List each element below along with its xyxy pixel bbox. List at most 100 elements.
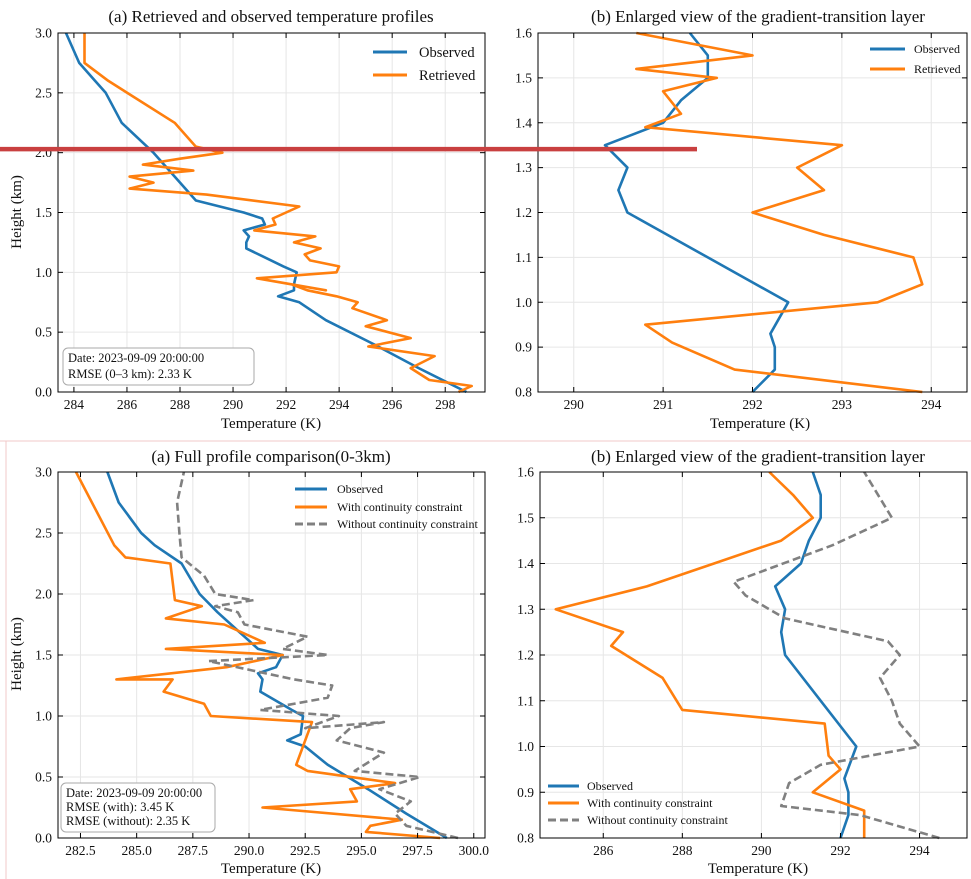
x-tick-label: 293: [832, 397, 853, 412]
legend-label-observed: Observed: [587, 779, 633, 793]
panel-title: (a) Retrieved and observed temperature p…: [108, 7, 433, 26]
y-tick-label: 1.2: [517, 648, 534, 663]
x-tick-label: 296: [382, 397, 403, 412]
x-axis-label: Temperature (K): [708, 861, 808, 877]
y-tick-label: 1.5: [35, 205, 52, 220]
info-box-frame: [60, 782, 216, 833]
x-tick-label: 286: [593, 843, 614, 858]
panel-title: (b) Enlarged view of the gradient-transi…: [591, 447, 925, 466]
x-tick-label: 292.5: [290, 843, 321, 858]
x-tick-label: 287.5: [178, 843, 209, 858]
y-tick-label: 2.5: [35, 85, 52, 100]
y-tick-label: 1.5: [517, 510, 534, 525]
info-rmse-with: RMSE (with): 3.45 K: [66, 800, 174, 814]
x-tick-label: 288: [170, 397, 191, 412]
y-tick-label: 1.3: [517, 602, 534, 617]
y-tick-label: 0.8: [515, 385, 532, 400]
y-tick-label: 1.5: [35, 648, 52, 663]
y-tick-label: 1.1: [517, 693, 534, 708]
legend-label-without: Without continuity constraint: [587, 813, 728, 827]
y-tick-label: 2.5: [35, 526, 52, 541]
y-tick-label: 1.6: [517, 465, 534, 480]
panel-title: (b) Enlarged view of the gradient-transi…: [591, 7, 925, 26]
legend: Observed With continuity constraint With…: [548, 779, 728, 827]
y-tick-label: 1.2: [515, 205, 532, 220]
x-axis-label: Temperature (K): [221, 416, 321, 432]
x-tick-label: 292: [830, 843, 850, 858]
info-box: Date: 2023-09-09 20:00:00 RMSE (0–3 km):…: [62, 347, 255, 386]
legend: Observed With continuity constraint With…: [295, 482, 478, 531]
series-layer: [64, 32, 474, 394]
y-tick-label: 1.4: [517, 556, 534, 571]
series-line-observed: [64, 32, 467, 394]
legend-label-retrieved: Retrieved: [914, 62, 961, 76]
y-axis-label: Height (km): [9, 175, 25, 249]
x-tick-label: 292: [742, 397, 762, 412]
x-tick-label: 300.0: [459, 843, 490, 858]
ticks: 290 291 292 293 294 0.8 0.9 1.0 1.1 1.2 1.3 1.4 1.5 1…: [515, 26, 967, 412]
series-layer: [603, 31, 924, 394]
ticks: 284 286 288 290 292 294 296 2980.00.51.01.52.02…: [35, 26, 485, 412]
x-tick-label: 290: [223, 397, 244, 412]
legend-label-observed: Observed: [337, 482, 383, 496]
x-tick-label: 295.0: [346, 843, 377, 858]
legend-label-with: With continuity constraint: [587, 796, 713, 810]
x-tick-label: 290: [564, 397, 585, 412]
y-tick-label: 0.5: [35, 770, 52, 785]
y-tick-label: 1.0: [35, 265, 52, 280]
series-line-observed: [603, 32, 790, 393]
ticks: 286 288 290 292 294 0.8 0.9 1.0 1.1 1.2 1.3 1.4 1.5 1…: [517, 465, 967, 858]
panel-enlarged-comparison: 286 288 290 292 294 0.8 0.9 1.0 1.1 1.2 1.3 1.4 1.5 1…: [517, 447, 968, 877]
y-tick-label: 1.0: [35, 709, 52, 724]
x-tick-label: 294: [909, 843, 930, 858]
legend-label-with: With continuity constraint: [337, 500, 463, 514]
series-layer: [74, 471, 459, 840]
x-tick-label: 297.5: [402, 843, 433, 858]
info-box: Date: 2023-09-09 20:00:00 RMSE (with): 3…: [60, 782, 216, 833]
x-tick-label: 294: [329, 397, 350, 412]
y-tick-label: 0.0: [35, 831, 52, 846]
series-line-without-continuity-constraint: [175, 471, 459, 840]
x-tick-label: 284: [64, 397, 85, 412]
y-tick-label: 1.5: [515, 70, 532, 85]
panel-retrieved-vs-observed: 284 286 288 290 292 294 296 2980.00.51.01.52.02…: [9, 7, 486, 432]
x-tick-label: 285.0: [121, 843, 152, 858]
series-layer: [554, 471, 940, 840]
series-line-with-continuity-constraint: [74, 471, 441, 840]
info-rmse-without: RMSE (without): 2.35 K: [66, 814, 190, 828]
x-tick-label: 290.0: [234, 843, 265, 858]
y-tick-label: 1.6: [515, 26, 532, 41]
x-tick-label: 294: [921, 397, 942, 412]
y-tick-label: 1.4: [515, 115, 532, 130]
y-tick-label: 0.5: [35, 325, 52, 340]
series-line-observed: [773, 471, 858, 839]
y-tick-label: 0.8: [517, 831, 534, 846]
x-tick-label: 288: [672, 843, 693, 858]
info-date: Date: 2023-09-09 20:00:00: [66, 786, 202, 800]
y-tick-label: 0.9: [517, 785, 534, 800]
y-tick-label: 1.1: [515, 250, 532, 265]
grid: [58, 32, 485, 393]
legend-label-retrieved: Retrieved: [419, 68, 476, 84]
series-line-retrieved: [83, 33, 474, 394]
y-tick-label: 1.3: [515, 160, 532, 175]
series-line-observed: [106, 471, 448, 840]
y-tick-label: 0.9: [515, 340, 532, 355]
y-tick-label: 3.0: [35, 26, 52, 41]
y-tick-label: 2.0: [35, 587, 52, 602]
series-line-with-continuity-constraint: [554, 471, 866, 838]
x-axis-label: Temperature (K): [221, 861, 321, 877]
x-tick-label: 298: [435, 397, 456, 412]
dividers: [0, 440, 971, 879]
y-tick-label: 0.0: [35, 385, 52, 400]
legend: Observed Retrieved: [870, 42, 961, 76]
series-line-without-continuity-constraint: [732, 471, 940, 840]
y-tick-label: 1.0: [517, 739, 534, 754]
info-date: Date: 2023-09-09 20:00:00: [68, 351, 204, 365]
panel-full-profile-comparison: 282.5 285.0 287.5 290.0 292.5 295.0 297.5 300.0…: [9, 447, 489, 877]
y-tick-label: 3.0: [35, 465, 52, 480]
info-box-frame: [62, 347, 255, 386]
legend-label-without: Without continuity constraint: [337, 517, 478, 531]
legend: Observed Retrieved: [373, 45, 476, 84]
